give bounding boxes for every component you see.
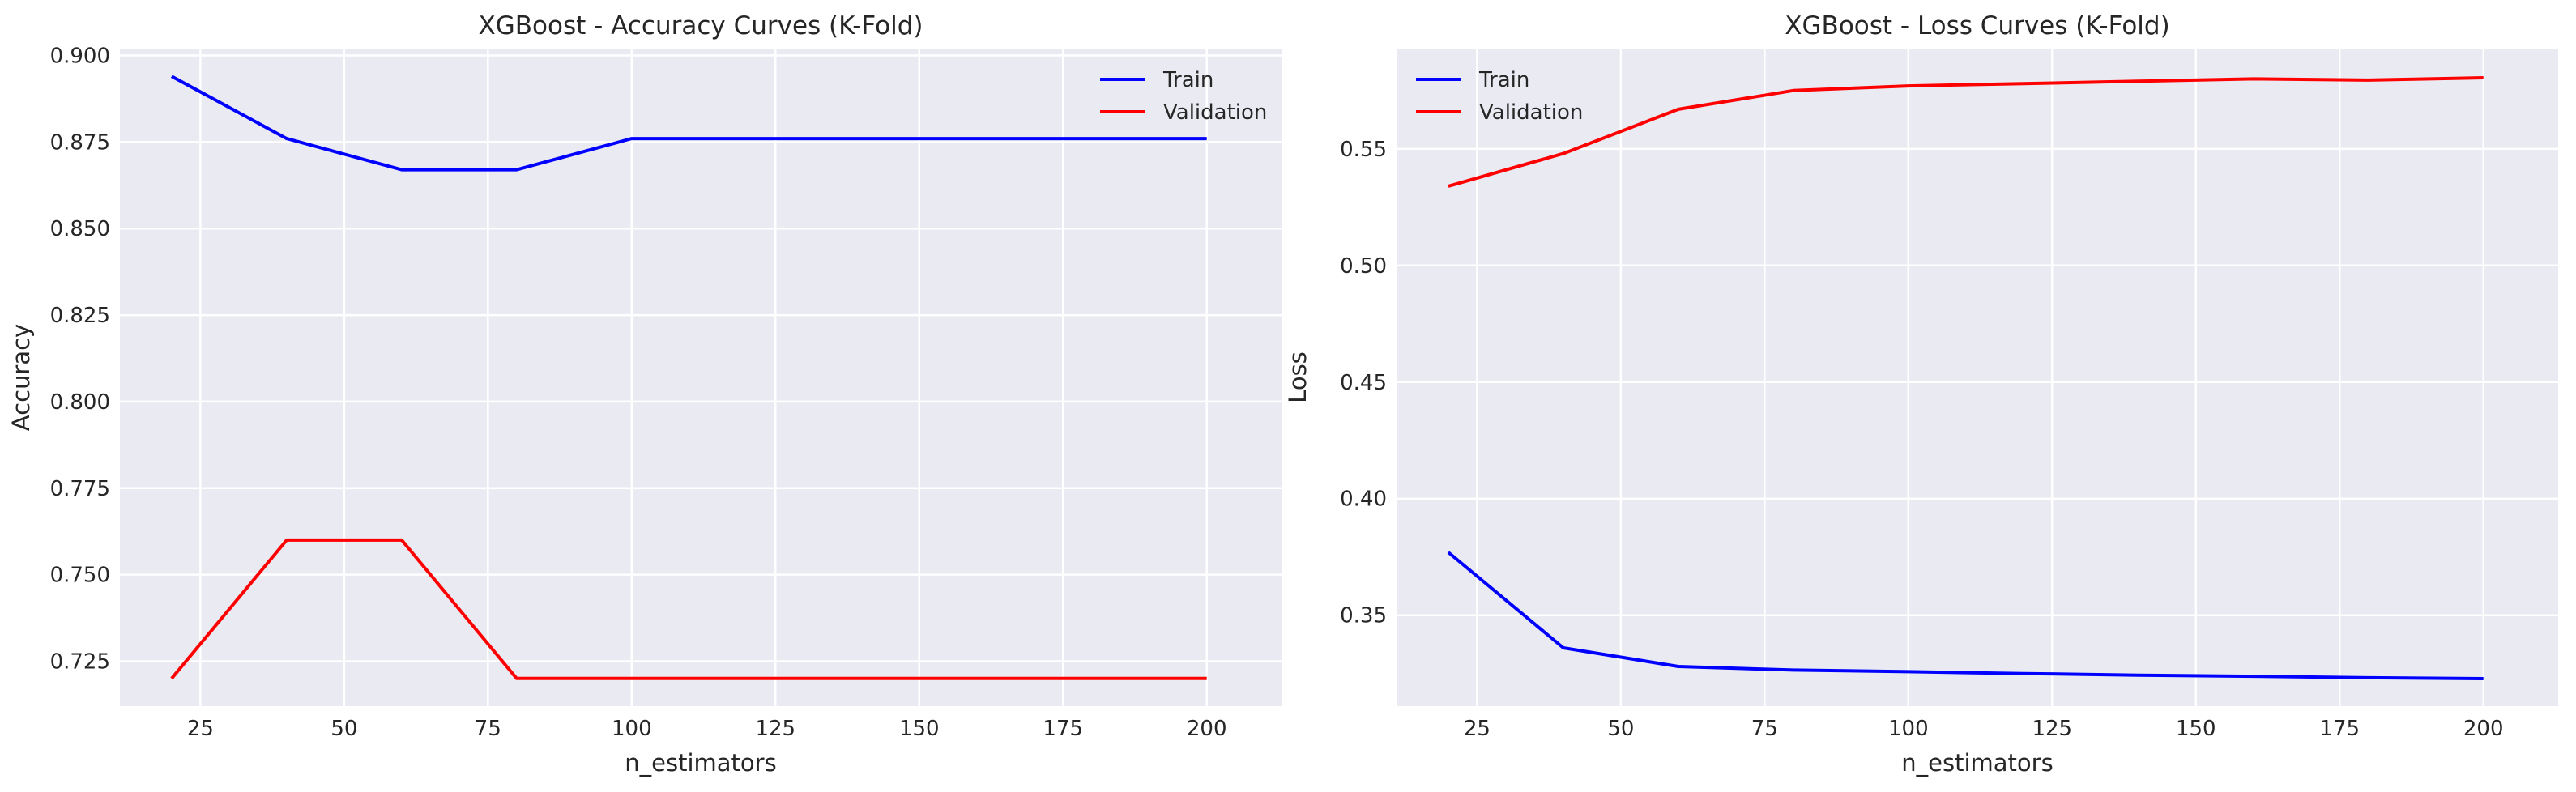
loss-y-tick-label: 0.50: [1340, 254, 1387, 279]
accuracy-y-tick-label: 0.900: [50, 45, 110, 69]
loss-series-train-line: [1447, 551, 2484, 680]
accuracy-legend-label-train: Train: [1162, 68, 1213, 92]
accuracy-chart-title: XGBoost - Accuracy Curves (K-Fold): [479, 11, 923, 40]
accuracy-x-tick-label: 200: [1187, 717, 1227, 741]
loss-legend-label-train: Train: [1478, 68, 1529, 92]
accuracy-x-tick-label: 100: [612, 717, 652, 741]
accuracy-x-tick-label: 50: [331, 717, 357, 741]
accuracy-plot-area: [120, 49, 1282, 706]
accuracy-legend: Train Validation: [1100, 68, 1267, 125]
accuracy-y-tick-label: 0.825: [50, 304, 110, 328]
accuracy-series-train-line: [170, 75, 1207, 172]
loss-y-tick-label: 0.35: [1340, 604, 1387, 628]
loss-chart-title: XGBoost - Loss Curves (K-Fold): [1785, 11, 2169, 40]
loss-x-tick-label: 175: [2319, 717, 2360, 741]
loss-x-tick-label: 125: [2032, 717, 2072, 741]
accuracy-y-tick-label: 0.725: [50, 649, 110, 674]
accuracy-y-tick-label: 0.775: [50, 477, 110, 501]
accuracy-chart: 25 50 75 100 125 150 175 200 0.725 0.750 0.775 0.80…: [7, 11, 1282, 777]
accuracy-x-tick-label: 150: [899, 717, 940, 741]
loss-x-tick-label: 25: [1464, 717, 1491, 741]
accuracy-x-axis-label: n_estimators: [625, 749, 776, 777]
accuracy-y-tick-label: 0.850: [50, 217, 110, 241]
accuracy-y-tick-label: 0.750: [50, 564, 110, 588]
accuracy-y-tick-label: 0.800: [50, 390, 110, 415]
accuracy-x-tick-label: 175: [1043, 717, 1083, 741]
accuracy-y-tick-label: 0.875: [50, 130, 110, 155]
loss-x-tick-label: 50: [1607, 717, 1634, 741]
loss-x-tick-label: 75: [1751, 717, 1778, 741]
accuracy-x-tick-label: 125: [755, 717, 795, 741]
accuracy-x-tick-label: 25: [187, 717, 214, 741]
loss-y-axis-label: Loss: [1284, 351, 1311, 403]
loss-y-tick-label: 0.55: [1340, 138, 1387, 162]
accuracy-series-validation-line: [170, 538, 1207, 680]
accuracy-legend-label-validation: Validation: [1163, 100, 1267, 125]
loss-y-tick-label: 0.40: [1340, 488, 1387, 512]
loss-legend: Train Validation: [1416, 68, 1583, 125]
accuracy-y-axis-label: Accuracy: [7, 324, 35, 431]
loss-y-tick-label: 0.45: [1340, 371, 1387, 395]
loss-chart: 25 50 75 100 125 150 175 200 0.35 0.40 0.45 0.50 0.5…: [1284, 11, 2558, 777]
loss-legend-label-validation: Validation: [1479, 100, 1583, 125]
loss-x-tick-label: 200: [2463, 717, 2504, 741]
loss-plot-area: [1397, 49, 2558, 706]
loss-x-tick-label: 150: [2176, 717, 2216, 741]
loss-series-validation-line: [1448, 76, 2484, 188]
loss-x-tick-label: 100: [1888, 717, 1929, 741]
loss-x-axis-label: n_estimators: [1901, 749, 2053, 777]
accuracy-x-tick-label: 75: [475, 717, 501, 741]
